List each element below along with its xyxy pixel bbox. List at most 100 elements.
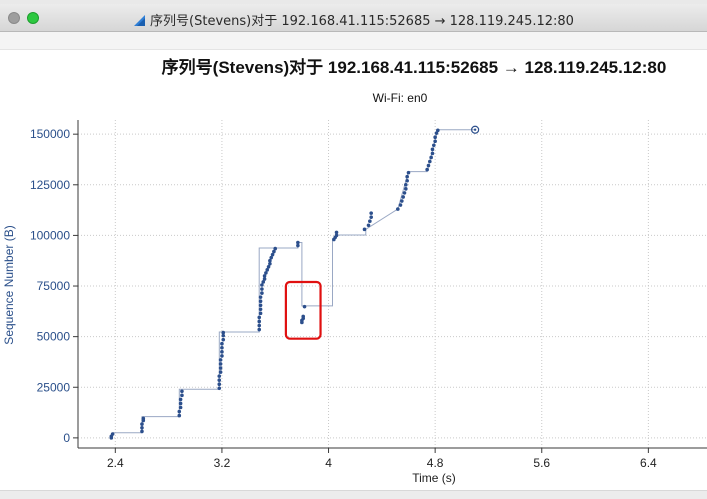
data-point bbox=[273, 246, 278, 251]
data-point bbox=[258, 303, 263, 308]
data-point bbox=[178, 405, 183, 410]
data-point bbox=[218, 362, 223, 366]
data-point bbox=[217, 374, 222, 378]
chart-area[interactable]: 序列号(Stevens)对于 192.168.41.115:52685 → 12… bbox=[0, 50, 707, 490]
data-point bbox=[272, 249, 276, 254]
data-point bbox=[369, 211, 373, 215]
chart-subtitle: Wi-Fi: en0 bbox=[373, 91, 428, 105]
y-tick-label: 75000 bbox=[37, 279, 71, 293]
last-point-marker bbox=[471, 125, 480, 134]
sequence-graph[interactable]: 序列号(Stevens)对于 192.168.41.115:52685 → 12… bbox=[0, 50, 707, 490]
y-tick-label: 150000 bbox=[30, 127, 70, 141]
data-point bbox=[302, 304, 307, 309]
data-point bbox=[404, 182, 408, 187]
data-point bbox=[260, 287, 264, 291]
data-point bbox=[220, 341, 224, 346]
data-point bbox=[430, 151, 435, 156]
data-point bbox=[220, 345, 224, 350]
data-point bbox=[262, 277, 267, 281]
y-tick-label: 125000 bbox=[30, 178, 70, 192]
chart-title: 序列号(Stevens)对于 192.168.41.115:52685 → 12… bbox=[162, 57, 667, 77]
y-axis-label: Sequence Number (B) bbox=[2, 225, 16, 344]
data-point bbox=[433, 139, 437, 144]
data-point bbox=[177, 413, 182, 418]
data-point bbox=[140, 425, 144, 430]
data-point bbox=[269, 255, 274, 260]
data-point bbox=[258, 311, 263, 316]
data-point bbox=[217, 378, 222, 382]
data-point bbox=[430, 147, 435, 152]
data-point bbox=[257, 323, 262, 328]
x-tick-label: 6.4 bbox=[640, 456, 657, 470]
axes: 2.4 3.2 4 4.8 5.6 6.4 0 25000 50000 75000 100000 12… bbox=[30, 120, 707, 470]
data-point bbox=[257, 319, 262, 324]
highlight-box bbox=[284, 280, 322, 340]
data-points bbox=[109, 125, 480, 440]
data-point bbox=[257, 315, 262, 320]
data-point bbox=[402, 191, 407, 195]
data-point bbox=[366, 223, 371, 228]
data-point bbox=[180, 393, 184, 398]
data-point bbox=[110, 432, 115, 436]
close-button[interactable] bbox=[8, 12, 20, 24]
data-point bbox=[258, 295, 263, 299]
x-tick-label: 4 bbox=[325, 456, 332, 470]
grid bbox=[78, 120, 707, 448]
data-point bbox=[258, 307, 263, 312]
last-point-dot bbox=[473, 128, 477, 131]
x-tick-label: 2.4 bbox=[107, 456, 124, 470]
data-point bbox=[221, 330, 226, 335]
data-point bbox=[334, 233, 339, 238]
data-point bbox=[178, 401, 183, 406]
data-point bbox=[425, 167, 429, 172]
data-point bbox=[221, 333, 226, 338]
data-point bbox=[406, 170, 411, 175]
data-point bbox=[268, 258, 272, 263]
data-point bbox=[401, 195, 405, 199]
data-point bbox=[180, 389, 184, 394]
data-point bbox=[436, 128, 440, 133]
data-point bbox=[217, 382, 222, 387]
data-point bbox=[301, 314, 306, 319]
data-point bbox=[218, 358, 223, 362]
data-point bbox=[266, 264, 271, 269]
data-point bbox=[369, 215, 373, 219]
window-title: 序列号(Stevens)对于 192.168.41.115:52685 → 12… bbox=[150, 14, 574, 29]
x-tick-label: 3.2 bbox=[214, 456, 231, 470]
toolbar-area bbox=[0, 32, 707, 50]
data-point bbox=[218, 366, 223, 370]
y-tick-label: 25000 bbox=[37, 380, 71, 394]
data-point bbox=[220, 350, 224, 354]
data-point bbox=[362, 227, 367, 232]
data-point bbox=[140, 429, 144, 434]
data-point bbox=[334, 230, 339, 235]
data-point bbox=[398, 203, 403, 207]
zoom-button[interactable] bbox=[27, 12, 39, 24]
x-tick-label: 5.6 bbox=[533, 456, 550, 470]
data-point bbox=[262, 274, 267, 278]
wireshark-fin-icon bbox=[133, 14, 147, 31]
data-point bbox=[178, 397, 183, 402]
data-point bbox=[260, 283, 264, 287]
data-point bbox=[140, 422, 144, 426]
data-point bbox=[404, 187, 408, 191]
data-point bbox=[141, 416, 146, 421]
data-point bbox=[218, 370, 223, 374]
data-point bbox=[400, 199, 404, 203]
data-point bbox=[270, 252, 275, 257]
data-point bbox=[368, 219, 372, 224]
data-point bbox=[428, 159, 432, 164]
data-point bbox=[261, 280, 266, 284]
status-bar bbox=[0, 490, 707, 499]
data-point bbox=[429, 155, 433, 160]
y-tick-label: 0 bbox=[63, 431, 70, 445]
x-tick-label: 4.8 bbox=[427, 456, 444, 470]
data-point bbox=[405, 178, 409, 183]
highlight-layer bbox=[284, 280, 322, 340]
data-point bbox=[264, 271, 268, 275]
data-point bbox=[268, 261, 272, 266]
x-axis-label: Time (s) bbox=[412, 471, 456, 485]
data-point bbox=[405, 174, 409, 179]
data-point bbox=[434, 131, 439, 135]
